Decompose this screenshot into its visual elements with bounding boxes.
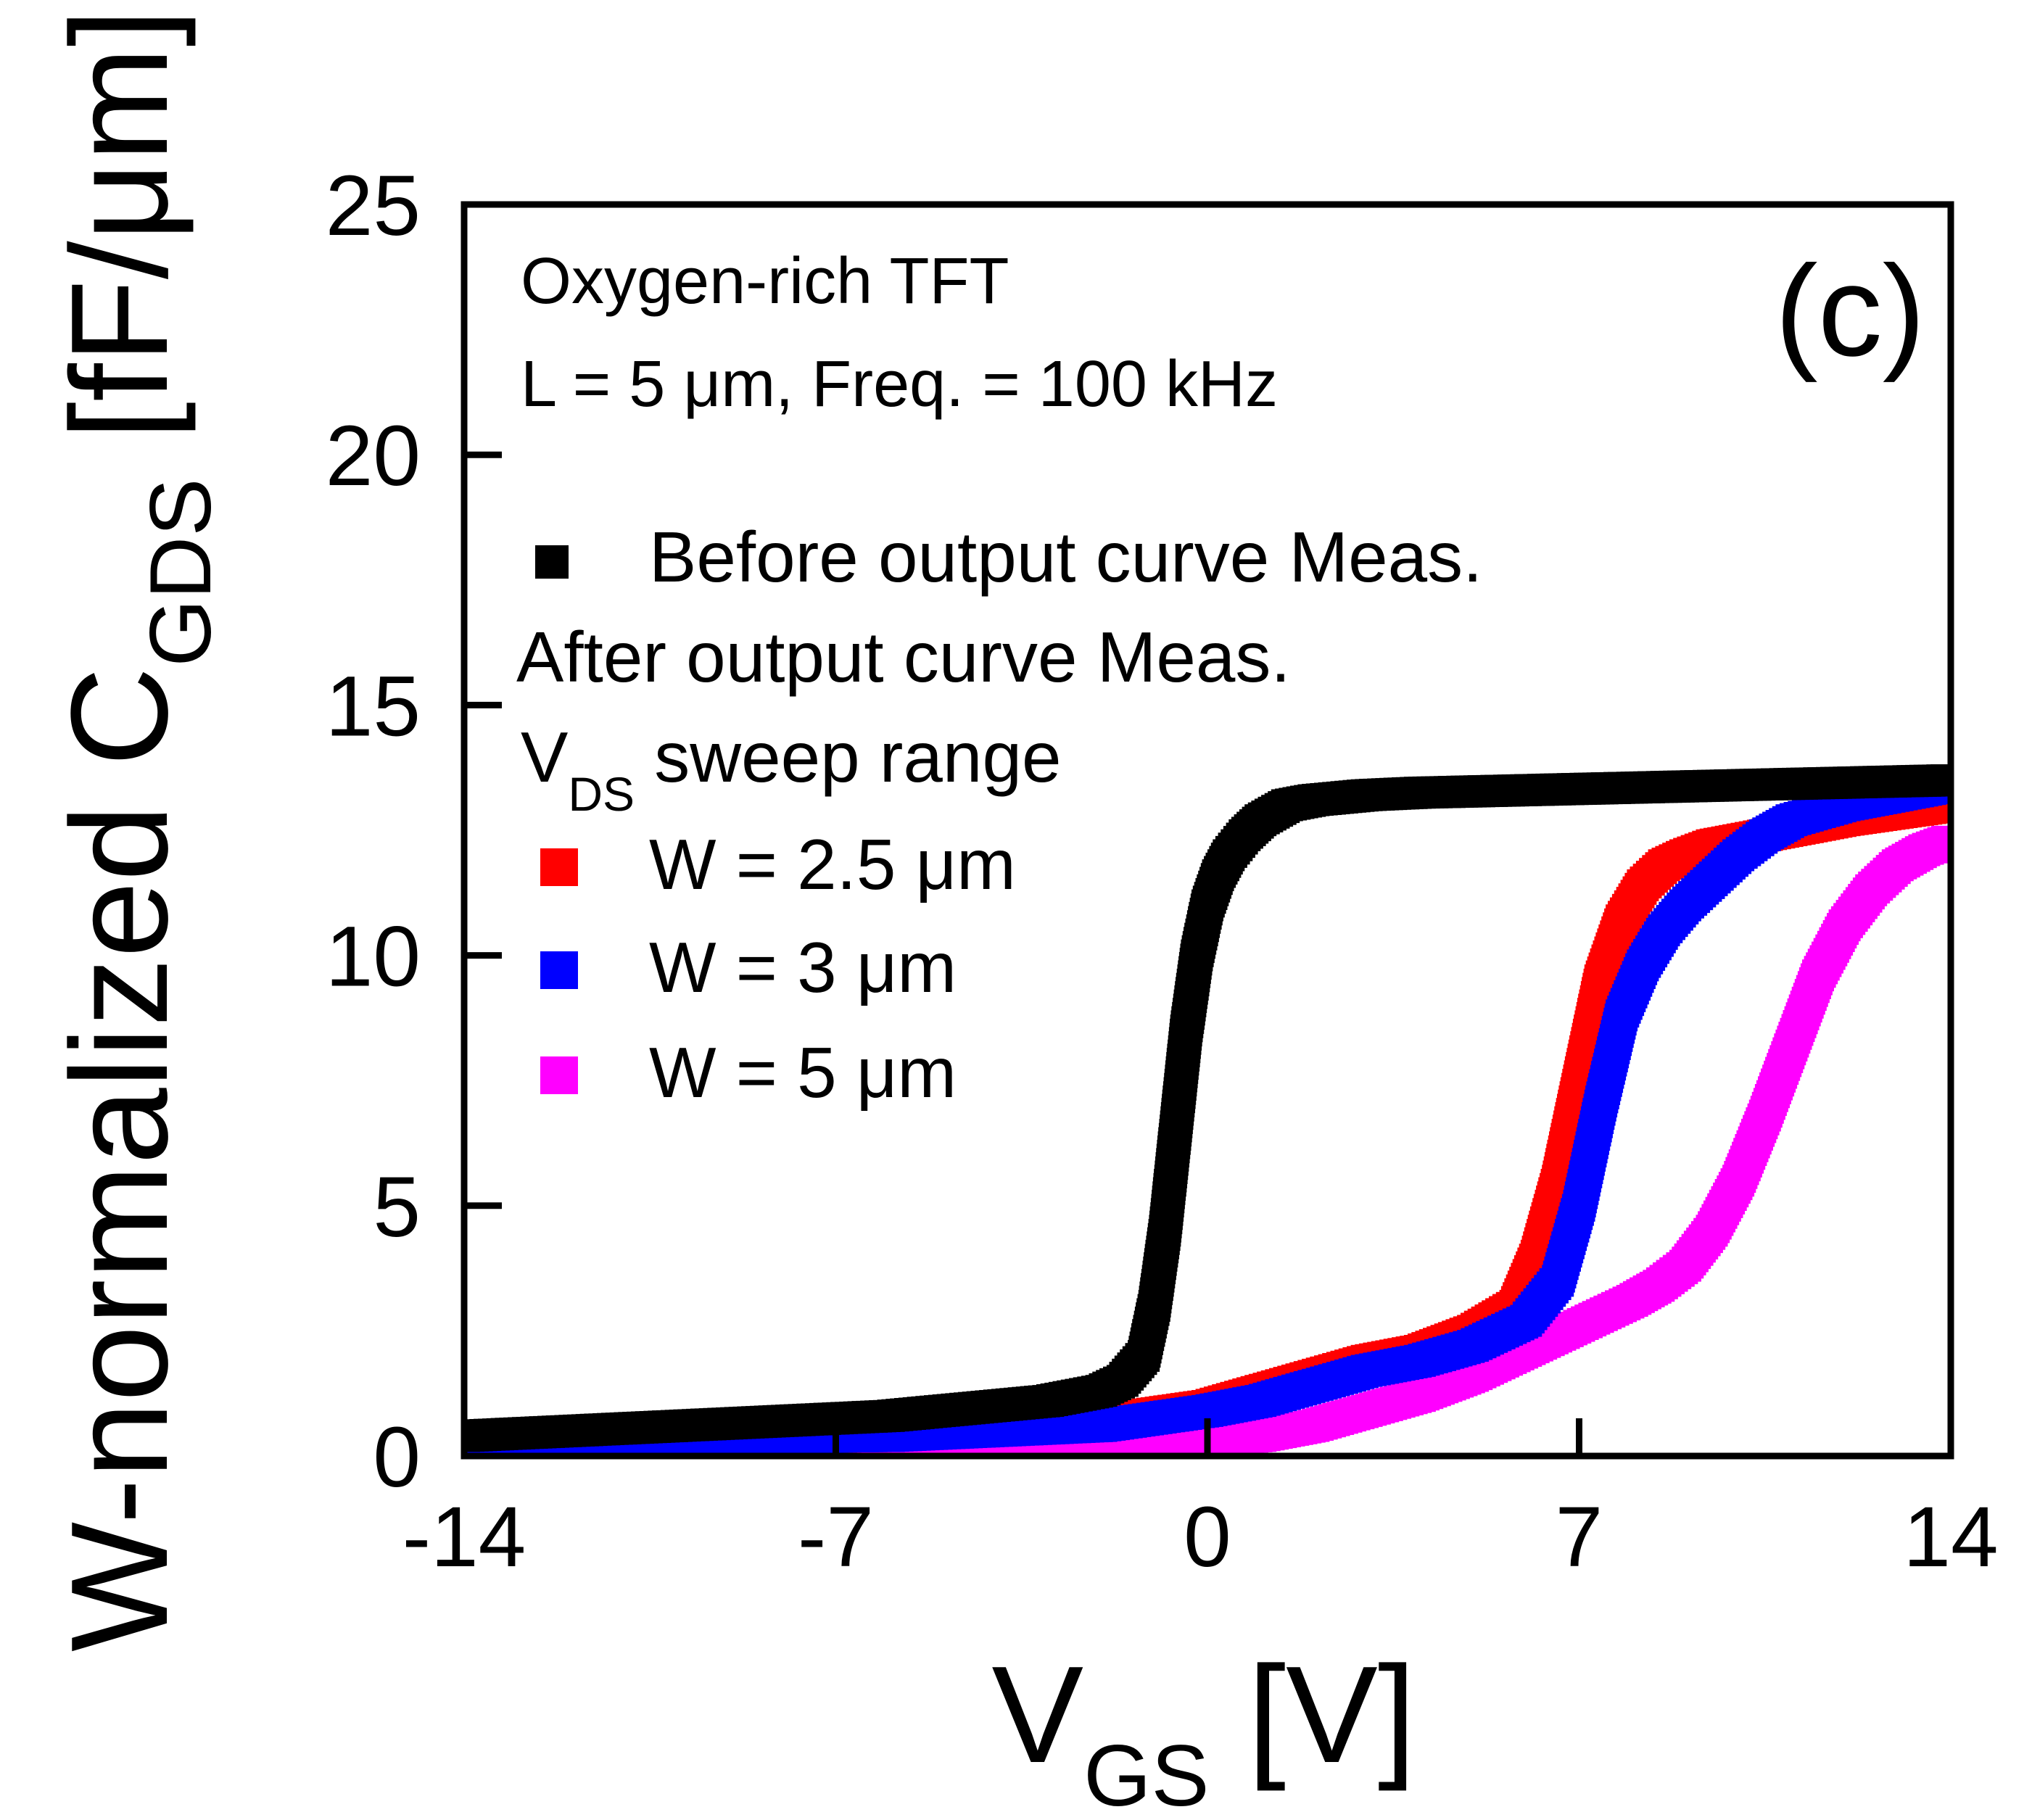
y-axis-label-sub: GDS [132,479,229,667]
series-layer [464,764,1951,1456]
legend-header-vds-rest: sweep range [635,717,1061,797]
x-tick-label: -7 [798,1489,874,1585]
x-axis-label-sub: GS [1083,1727,1209,1820]
y-tick-label: 0 [373,1410,421,1505]
x-axis-label: VGS [V] [991,1638,1416,1820]
x-tick-label: 7 [1556,1489,1603,1585]
series-0 [464,764,1951,1452]
y-axis-label-rest: [fF/μm] [43,9,197,479]
x-tick-label: -14 [402,1489,526,1585]
y-axis-label: W-normalized CGDS [fF/μm] [43,9,229,1652]
legend-header-vds-sub: DS [568,767,635,821]
panel-label: (c) [1775,239,1925,383]
legend-marker-w25 [540,848,578,886]
legend: Before output curve Meas. After output c… [516,517,1482,1112]
legend-label-w5: W = 5 μm [649,1033,957,1112]
legend-header-after: After output curve Meas. [516,617,1291,697]
y-tick-label: 10 [326,909,421,1005]
y-tick-label: 15 [326,658,421,754]
x-tick-label: 0 [1184,1489,1231,1585]
annotation-line2: L = 5 μm, Freq. = 100 kHz [521,348,1278,421]
tick-layer: -14 -7 0 7 14 0 5 10 15 20 25 [326,158,1999,1585]
legend-marker-w3 [540,951,578,989]
legend-header-vds: VDS sweep range [521,717,1061,821]
legend-marker-w5 [540,1056,578,1094]
y-tick-label: 20 [326,408,421,504]
legend-marker-before [535,545,569,579]
x-axis-label-rest: [V] [1210,1638,1416,1792]
data-point [1930,764,1951,797]
y-tick-label: 5 [373,1159,421,1255]
annotation-line1: Oxygen-rich TFT [521,245,1009,318]
data-point [1930,825,1951,858]
x-tick-label: 14 [1903,1489,1998,1585]
legend-label-w25: W = 2.5 μm [649,824,1016,904]
legend-label-w3: W = 3 μm [649,927,957,1007]
y-tick-label: 25 [326,158,421,254]
legend-label-before: Before output curve Meas. [649,517,1482,597]
